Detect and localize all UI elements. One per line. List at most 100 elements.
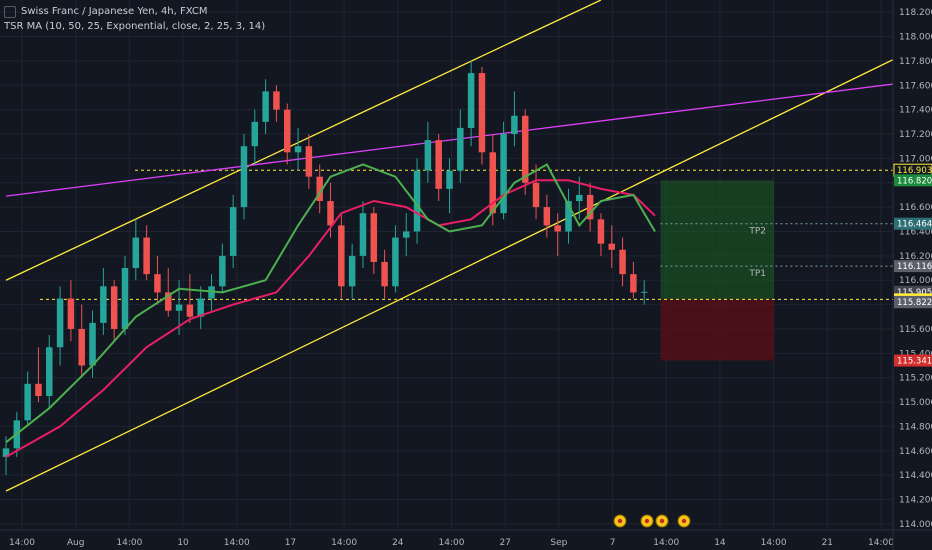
candle-body[interactable] [619,249,626,275]
indicator-row[interactable]: TSR MA (10, 50, 25, Exponential, close, … [4,19,265,34]
x-tick-label: 14:00 [116,538,142,548]
y-tick-label: 115.400 [899,349,932,359]
candle-body[interactable] [392,237,399,287]
candle-body[interactable] [402,231,410,238]
price-tag: 115.341 [894,354,932,367]
candle-body[interactable] [89,322,96,366]
candlesticks[interactable] [2,60,648,476]
x-tick-label: 21 [822,538,833,548]
price-tag-bg [894,354,932,367]
candle-body[interactable] [521,115,529,183]
candle-body[interactable] [305,146,313,177]
candle-body[interactable] [576,194,583,202]
position-zones[interactable] [660,180,775,361]
candle-body[interactable] [554,225,561,232]
event-markers[interactable] [613,514,691,528]
candle-body[interactable] [262,91,269,122]
price-tag: 116.820 [894,174,932,187]
candle-body[interactable] [435,140,442,189]
candle-body[interactable] [532,182,540,208]
candle-body[interactable] [446,170,453,189]
candle-body[interactable] [338,225,345,287]
candle-body[interactable] [67,298,75,329]
candle-body[interactable] [586,194,594,220]
channel-upper-line[interactable] [5,0,602,281]
candle-body[interactable] [381,261,388,287]
candle-body[interactable] [316,176,323,202]
candle-body[interactable] [640,291,648,293]
candle-body[interactable] [132,237,140,269]
trend-lines[interactable] [5,0,893,492]
candle-body[interactable] [370,213,378,262]
y-tick-label: 115.200 [899,374,932,384]
x-tick-label: 14:00 [868,538,894,548]
candle-body[interactable] [630,274,637,293]
candle-body[interactable] [143,237,150,275]
candle-body[interactable] [219,255,226,287]
collapse-icon[interactable] [4,5,16,18]
x-tick-label: 27 [499,538,510,548]
target-zone[interactable] [660,180,775,300]
y-tick-label: 116.000 [899,276,932,286]
candle-body[interactable] [186,304,194,317]
candle-body[interactable] [283,109,291,153]
x-tick-label: 14:00 [653,538,679,548]
candle-body[interactable] [543,207,551,226]
candle-body[interactable] [154,274,161,293]
candle-body[interactable] [121,268,129,329]
candle-body[interactable] [78,328,85,366]
x-tick-label: 7 [610,538,616,548]
candle-body[interactable] [240,146,248,208]
candle-body[interactable] [457,127,464,171]
symbol-row[interactable]: Swiss Franc / Japanese Yen, 4h, FXCM [4,4,265,19]
channel-lower-line[interactable] [5,59,893,492]
candle-body[interactable] [565,201,572,232]
y-tick-label: 117.000 [899,154,932,164]
candle-body[interactable] [251,121,259,147]
candle-body[interactable] [165,292,172,311]
price-tag-bg [894,217,932,230]
candle-body[interactable] [608,243,616,250]
candle-body[interactable] [327,201,334,226]
candle-body[interactable] [2,448,10,457]
candle-body[interactable] [273,91,280,110]
event-marker-icon[interactable] [613,514,627,528]
candle-body[interactable] [100,286,107,323]
candle-body[interactable] [359,213,367,256]
event-marker-icon[interactable] [655,514,669,528]
chart-legend: Swiss Franc / Japanese Yen, 4h, FXCM TSR… [4,4,265,34]
candle-body[interactable] [478,73,486,153]
candle-body[interactable] [500,134,507,214]
candle-body[interactable] [294,146,302,153]
y-tick-label: 114.600 [899,447,932,457]
candle-body[interactable] [110,286,118,329]
candle-body[interactable] [35,383,42,396]
candle-body[interactable] [175,304,183,311]
candle-body[interactable] [56,298,64,348]
candle-body[interactable] [197,298,204,317]
event-marker-icon[interactable] [640,514,654,528]
candle-body[interactable] [424,140,432,171]
y-tick-label: 116.600 [899,203,932,213]
x-tick-label: 24 [392,538,404,548]
candle-body[interactable] [413,170,421,232]
candle-body[interactable] [467,73,475,128]
candle-body[interactable] [597,219,605,244]
price-tag-bg [894,260,932,273]
candle-body[interactable] [24,383,31,421]
x-tick-label: 14 [714,538,726,548]
candle-body[interactable] [348,255,356,287]
candle-body[interactable] [46,347,53,396]
candle-body[interactable] [511,115,518,135]
candle-body[interactable] [489,152,497,214]
stop-zone[interactable] [660,299,775,361]
candle-body[interactable] [229,207,237,256]
y-tick-label: 118.000 [899,33,932,43]
event-marker-icon[interactable] [677,514,691,528]
x-tick-label: 14:00 [9,538,35,548]
resistance-line[interactable] [5,83,893,197]
